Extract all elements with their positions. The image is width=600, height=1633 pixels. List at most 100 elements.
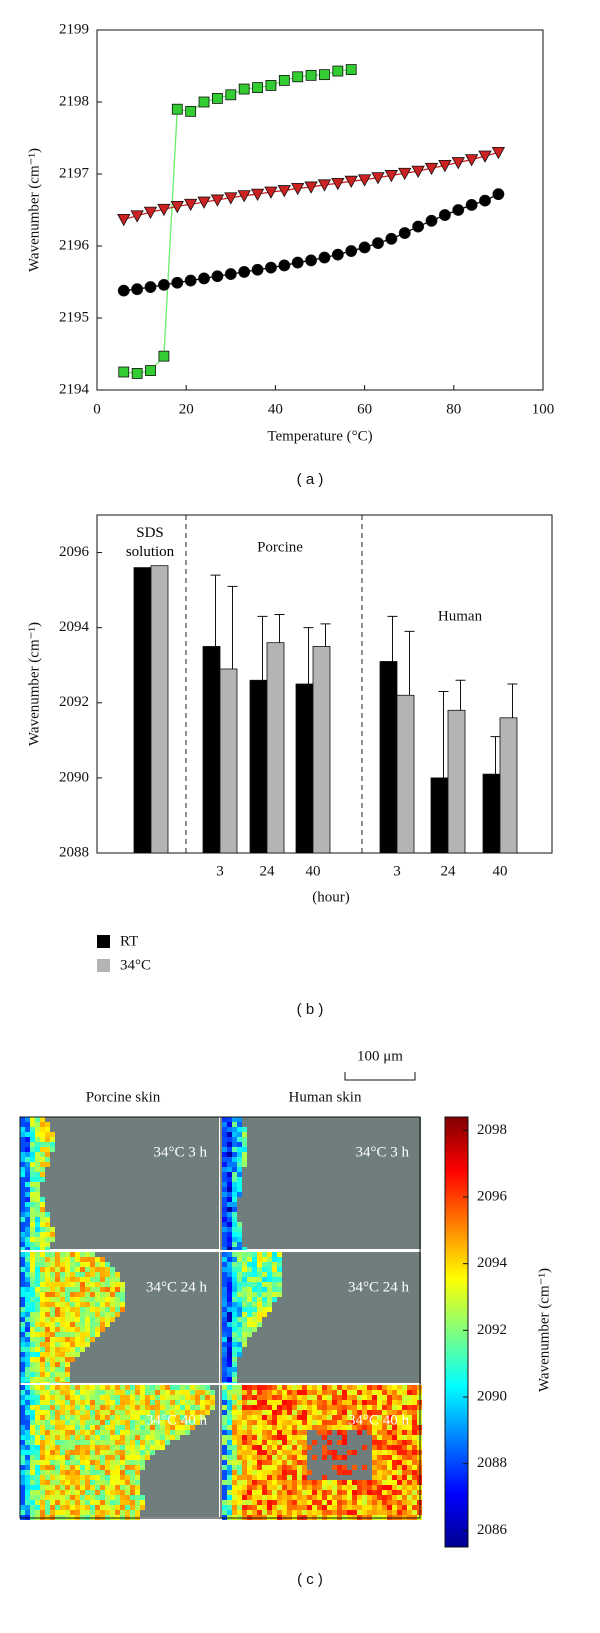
heatmap-cell [115, 1460, 120, 1465]
heatmap-cell [65, 1277, 70, 1282]
heatmap-cell [115, 1420, 120, 1425]
heatmap-cell [40, 1317, 45, 1322]
heatmap-cell [327, 1440, 332, 1445]
heatmap-cell [222, 1505, 227, 1510]
heatmap-cell [55, 1475, 60, 1480]
heatmap-cell [60, 1440, 65, 1445]
heatmap-cell [282, 1410, 287, 1415]
heatmap-cell [30, 1237, 35, 1242]
heatmap-cell [35, 1182, 40, 1187]
heatmap-cell [337, 1455, 342, 1460]
heatmap-cell [30, 1420, 35, 1425]
heatmap-cell [150, 1450, 155, 1455]
heatmap-cell [272, 1257, 277, 1262]
heatmap-cell [332, 1415, 337, 1420]
heatmap-cell [317, 1410, 322, 1415]
heatmap-cell [100, 1440, 105, 1445]
heatmap-cell [40, 1385, 45, 1390]
heatmap-cell [65, 1377, 70, 1382]
heatmap-cell [337, 1395, 342, 1400]
heatmap-cell [387, 1480, 392, 1485]
heatmap-cell [242, 1465, 247, 1470]
heatmap-cell [120, 1440, 125, 1445]
marker [344, 175, 358, 189]
heatmap-cell [25, 1297, 30, 1302]
heatmap-cell [412, 1505, 417, 1510]
heatmap-cell [267, 1485, 272, 1490]
heatmap-cell [292, 1440, 297, 1445]
heatmap-cell [267, 1272, 272, 1277]
heatmap-cell [237, 1147, 242, 1152]
heatmap-cell [85, 1455, 90, 1460]
heatmap-cell [222, 1282, 227, 1287]
heatmap-cell [35, 1212, 40, 1217]
heatmap-cell [20, 1347, 25, 1352]
heatmap-cell [352, 1405, 357, 1410]
heatmap-cell [120, 1475, 125, 1480]
heatmap-cell [242, 1157, 247, 1162]
heatmap-cell [342, 1505, 347, 1510]
heatmap-cell [85, 1322, 90, 1327]
heatmap-cell [227, 1475, 232, 1480]
heatmap-cell [40, 1302, 45, 1307]
heatmap-cell [252, 1322, 257, 1327]
heatmap-cell [35, 1247, 40, 1252]
heatmap-cell [25, 1257, 30, 1262]
heatmap-cell [237, 1302, 242, 1307]
heatmap-cell [145, 1405, 150, 1410]
x-tick-label: 80 [446, 401, 461, 417]
heatmap-cell [30, 1247, 35, 1252]
heatmap-cell [222, 1440, 227, 1445]
heatmap-cell [140, 1495, 145, 1500]
heatmap-cell [95, 1415, 100, 1420]
x-tick-label: 24 [441, 863, 457, 879]
heatmap-cell [95, 1460, 100, 1465]
heatmap-cell [292, 1445, 297, 1450]
heatmap-cell [75, 1480, 80, 1485]
heatmap-cell [397, 1470, 402, 1475]
heatmap-cell [70, 1455, 75, 1460]
heatmap-cell [50, 1327, 55, 1332]
heatmap-cell [252, 1415, 257, 1420]
heatmap-cell [95, 1410, 100, 1415]
heatmap-cell [165, 1405, 170, 1410]
heatmap-cell [160, 1430, 165, 1435]
heatmap-cell [392, 1500, 397, 1505]
heatmap-cell [55, 1485, 60, 1490]
heatmap-cell [227, 1142, 232, 1147]
heatmap-cell [35, 1390, 40, 1395]
heatmap-cell [50, 1337, 55, 1342]
heatmap-cell [267, 1500, 272, 1505]
heatmap-cell [45, 1505, 50, 1510]
heatmap-cell [232, 1505, 237, 1510]
bar [249, 679, 268, 854]
heatmap-cell [392, 1410, 397, 1415]
heatmap-cell [180, 1400, 185, 1405]
marker [357, 174, 372, 187]
heatmap-cell [135, 1480, 140, 1485]
heatmap-cell [287, 1395, 292, 1400]
heatmap-cell [80, 1450, 85, 1455]
heatmap-cell [262, 1257, 267, 1262]
heatmap-cell [282, 1390, 287, 1395]
heatmap-cell [110, 1460, 115, 1465]
heatmap-cell [165, 1420, 170, 1425]
heatmap-cell [322, 1425, 327, 1430]
heatmap-cell [65, 1287, 70, 1292]
heatmap-cell [100, 1292, 105, 1297]
heatmap-cell [75, 1352, 80, 1357]
heatmap-cell [227, 1132, 232, 1137]
heatmap-cell [317, 1390, 322, 1395]
heatmap-cell [387, 1445, 392, 1450]
heatmap-cell [80, 1460, 85, 1465]
heatmap-cell [247, 1267, 252, 1272]
heatmap-cell [377, 1500, 382, 1505]
heatmap-cell [25, 1485, 30, 1490]
heatmap-cell [357, 1480, 362, 1485]
heatmap-cell [342, 1435, 347, 1440]
heatmap-cell [402, 1450, 407, 1455]
heatmap-cell [55, 1342, 60, 1347]
y-tick-label: 2196 [59, 237, 90, 253]
heatmap-cell [135, 1425, 140, 1430]
heatmap-cell [352, 1500, 357, 1505]
